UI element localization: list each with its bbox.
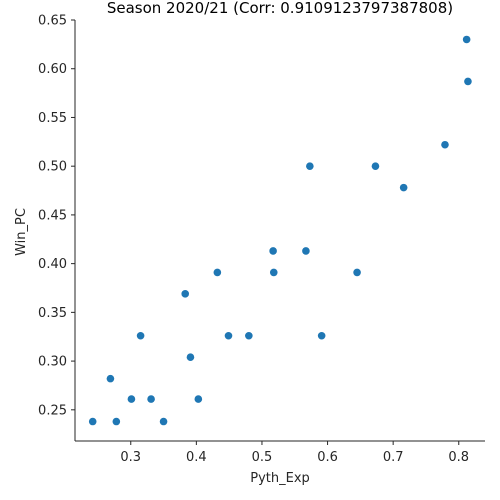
x-tick-label: 0.3: [120, 450, 141, 465]
data-point: [269, 247, 277, 255]
data-point: [306, 162, 314, 170]
data-point: [137, 332, 145, 340]
data-point: [214, 269, 222, 277]
y-tick-label: 0.40: [38, 257, 67, 272]
x-tick-label: 0.7: [383, 450, 404, 465]
y-tick-label: 0.30: [38, 355, 67, 370]
x-tick-label: 0.5: [252, 450, 273, 465]
y-axis: 0.25 0.30 0.35 0.40 0.45 0.50 0.55 0.60 0.65: [38, 14, 75, 442]
data-points: [89, 36, 472, 426]
data-point: [245, 332, 253, 340]
y-tick-label: 0.65: [38, 14, 67, 29]
data-point: [318, 332, 326, 340]
data-point: [147, 395, 155, 403]
data-point: [225, 332, 233, 340]
data-point: [187, 353, 195, 361]
data-point: [464, 78, 472, 86]
data-point: [128, 395, 136, 403]
data-point: [353, 269, 361, 277]
y-tick-label: 0.35: [38, 306, 67, 321]
y-tick-label: 0.50: [38, 160, 67, 175]
data-point: [400, 184, 408, 192]
x-tick-label: 0.6: [317, 450, 338, 465]
y-tick-label: 0.60: [38, 62, 67, 77]
y-tick-label: 0.25: [38, 403, 67, 418]
data-point: [372, 162, 380, 170]
x-axis: 0.3 0.4 0.5 0.6 0.7 0.8: [75, 441, 485, 465]
x-tick-label: 0.4: [186, 450, 207, 465]
data-point: [89, 418, 97, 426]
x-tick-label: 0.8: [448, 450, 469, 465]
data-point: [181, 290, 189, 298]
data-point: [441, 141, 449, 149]
chart-title: Season 2020/21 (Corr: 0.9109123797387808…: [107, 0, 453, 17]
data-point: [113, 418, 121, 426]
y-tick-label: 0.45: [38, 208, 67, 223]
data-point: [195, 395, 203, 403]
data-point: [160, 418, 168, 426]
data-point: [302, 247, 310, 255]
data-point: [270, 269, 278, 277]
data-point: [107, 375, 115, 383]
y-tick-label: 0.55: [38, 111, 67, 126]
y-axis-label: Win_PC: [14, 208, 29, 256]
data-point: [463, 36, 471, 44]
x-axis-label: Pyth_Exp: [250, 471, 310, 486]
